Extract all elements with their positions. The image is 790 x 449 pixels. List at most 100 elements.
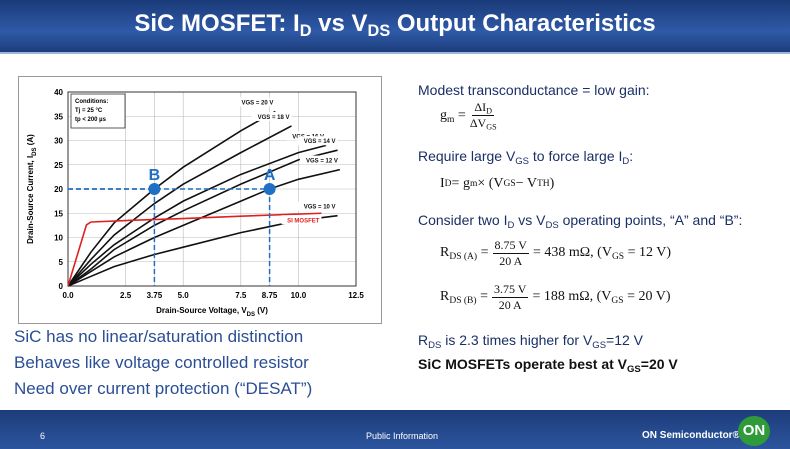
point-label: A [264, 167, 276, 184]
x-tick-label: 12.5 [348, 291, 364, 300]
text-run: DS [367, 21, 391, 40]
curve-label-bg [286, 131, 327, 141]
lhs: RDS (A) = [440, 245, 489, 262]
condition: Conditions: [75, 99, 108, 105]
text-run: = 438 mΩ, (V [532, 245, 612, 261]
header-bar [0, 0, 790, 54]
curve-label-bg [297, 201, 338, 211]
curve-label-bg [297, 136, 338, 146]
text-run: − V [515, 176, 537, 191]
text-run: = [477, 245, 489, 261]
numerator: 3.75 V [491, 282, 529, 298]
denominator: ΔVGS [470, 116, 497, 131]
text-run: m [469, 179, 478, 189]
text-run: Consider two I [418, 212, 508, 228]
series-line [67, 214, 338, 287]
fraction: 3.75 V 20 A [491, 282, 529, 313]
curve-label: SI MOSFET [287, 218, 320, 224]
formula: RDS (A) = 8.75 V 20 A = 438 mΩ, (VGS = 12 … [440, 238, 671, 269]
text-run: Output Characteristics [390, 10, 656, 37]
fraction: 8.75 V 20 A [492, 238, 529, 269]
text-run: = 188 mΩ, (V [532, 289, 612, 305]
series-line [67, 149, 338, 287]
curve-label-bg [251, 111, 292, 121]
text-run: ΔV [469, 116, 487, 131]
formula: RDS (B) = 3.75 V 20 A = 188 mΩ, (VGS = 20 … [440, 282, 671, 313]
x-tick-label: 5.0 [178, 291, 190, 300]
y-tick-label: 0 [59, 282, 64, 291]
x-tick-label: 0.0 [62, 291, 74, 300]
text-run: DS [247, 312, 255, 318]
text-run: D [299, 21, 312, 40]
text-run: is 2.3 times higher for V [441, 332, 593, 348]
text-run: 3.75 V [493, 282, 527, 296]
chart: 0 5 10 15 20 25 30 35 40 0.0 2.5 3.75 5.0 7.5 8.75 10.0… [18, 76, 382, 324]
series-line [67, 110, 276, 287]
text-run: GS [611, 295, 624, 306]
numerator: ΔID [472, 100, 495, 117]
page-number: 6 [40, 431, 46, 441]
curve-label: VGS = 20 V [242, 100, 274, 106]
bullet: Behaves like voltage controlled resistor [14, 353, 309, 372]
text-run: = g [451, 176, 470, 191]
denominator: 20 A [499, 298, 522, 313]
text-run: DS [32, 147, 38, 155]
series-line [67, 168, 341, 287]
text-run: 8.75 V [494, 238, 527, 252]
conditions-box [70, 93, 126, 129]
text-run: DS [428, 339, 442, 351]
series-line [67, 212, 322, 287]
y-tick-label: 35 [54, 112, 63, 121]
text-run: = [476, 289, 488, 305]
x-tick-label: 10.0 [291, 291, 307, 300]
y-axis-label: Drain-Source Current, IDS (A) [26, 134, 38, 244]
text-run: g [440, 107, 447, 123]
y-tick-label: 15 [54, 209, 63, 218]
operating-point [263, 183, 276, 195]
note: Modest transconductance = low gain: [418, 82, 650, 98]
curve-label-bg [235, 97, 276, 107]
text-run: SiC MOSFETs operate best at V [418, 356, 628, 372]
denominator: 20 A [499, 254, 522, 269]
point-label: B [149, 167, 161, 184]
operating-point [148, 183, 161, 195]
text-run: D [486, 106, 493, 116]
note: RDS is 2.3 times higher for VGS=12 V [418, 332, 643, 351]
text-run: ΔI [474, 100, 487, 114]
text-run: : [629, 148, 634, 164]
text-run: 20 A [498, 298, 522, 312]
text-run: vs V [514, 212, 546, 228]
condition: Tj = 25 °C [75, 108, 103, 114]
fraction: ΔID ΔVGS [470, 100, 497, 132]
logo: ON [738, 416, 770, 446]
lhs: RDS (B) = [440, 289, 488, 306]
text-run: SiC MOSFET: I [134, 10, 300, 37]
curve-label: VGS = 12 V [306, 159, 338, 165]
text-run: GS [503, 179, 516, 189]
x-tick-label: 2.5 [120, 291, 132, 300]
footer-bar [0, 410, 790, 449]
text-run: Drain-Source Voltage, V [156, 306, 247, 315]
note: Consider two ID vs VDS operating points,… [418, 212, 742, 231]
y-tick-label: 5 [59, 258, 64, 267]
text-run: TH [536, 179, 550, 189]
x-tick-label: 3.75 [147, 291, 163, 300]
y-tick-label: 40 [54, 88, 63, 97]
text-run: R [418, 332, 429, 348]
text-run: × (V [477, 176, 504, 191]
text-run: operating points, “A” and “B”: [558, 212, 743, 228]
series-line [67, 125, 292, 287]
text-run: =12 V [606, 332, 644, 348]
x-tick-label: 7.5 [235, 291, 247, 300]
curve-label: VGS = 14 V [304, 139, 336, 145]
text-run: DS [545, 219, 559, 231]
text-run: (V) [255, 306, 268, 315]
text-run: (A) [26, 134, 35, 148]
text-run: to force large I [529, 148, 623, 164]
rhs: = 188 mΩ, (VGS = 20 V) [532, 289, 670, 306]
text-run: Require large V [418, 148, 516, 164]
y-tick-label: 25 [54, 161, 63, 170]
text-run: R [440, 245, 450, 261]
